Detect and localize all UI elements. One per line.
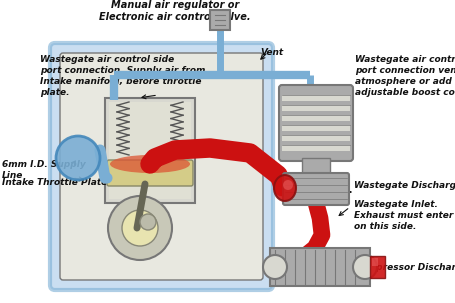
Text: Vent: Vent	[259, 48, 283, 57]
Text: Wastegate air control top
port connection vent to
atmosphere or add air for
adju: Wastegate air control top port connectio…	[354, 55, 455, 97]
Circle shape	[352, 255, 376, 279]
Bar	[281, 145, 349, 151]
Bar	[281, 135, 349, 141]
FancyBboxPatch shape	[107, 160, 192, 186]
Text: Wastegate Discharge: Wastegate Discharge	[353, 181, 455, 189]
Circle shape	[56, 136, 100, 180]
Bar	[281, 95, 349, 101]
Bar	[281, 105, 349, 111]
Text: Wastegate air control side
port connection. Supply air from
Intake manifold, bef: Wastegate air control side port connecti…	[40, 55, 205, 97]
Text: Wastegate Inlet.
Exhaust must enter
on this side.: Wastegate Inlet. Exhaust must enter on t…	[353, 200, 452, 231]
Bar	[281, 125, 349, 131]
FancyBboxPatch shape	[60, 53, 263, 280]
FancyBboxPatch shape	[278, 85, 352, 161]
Bar	[105, 98, 195, 203]
Text: Compressor Discharge: Compressor Discharge	[353, 264, 455, 272]
Text: Intake Throttle Plate: Intake Throttle Plate	[2, 178, 107, 187]
Circle shape	[140, 214, 156, 230]
Bar	[301, 158, 329, 180]
Ellipse shape	[273, 175, 295, 201]
Text: Manual air regulator or
Electronic air control valve.: Manual air regulator or Electronic air c…	[99, 0, 250, 22]
Circle shape	[122, 210, 157, 246]
Bar	[269, 248, 369, 286]
Bar	[109, 102, 191, 199]
Bar	[371, 258, 377, 266]
FancyBboxPatch shape	[283, 173, 348, 205]
Ellipse shape	[110, 155, 190, 173]
Ellipse shape	[283, 180, 293, 190]
Bar	[281, 115, 349, 121]
Text: 6mm I.D. Supply
Line: 6mm I.D. Supply Line	[2, 160, 86, 180]
Bar	[210, 10, 229, 30]
Bar	[369, 256, 384, 278]
Circle shape	[108, 196, 172, 260]
Circle shape	[263, 255, 286, 279]
FancyBboxPatch shape	[50, 43, 273, 290]
